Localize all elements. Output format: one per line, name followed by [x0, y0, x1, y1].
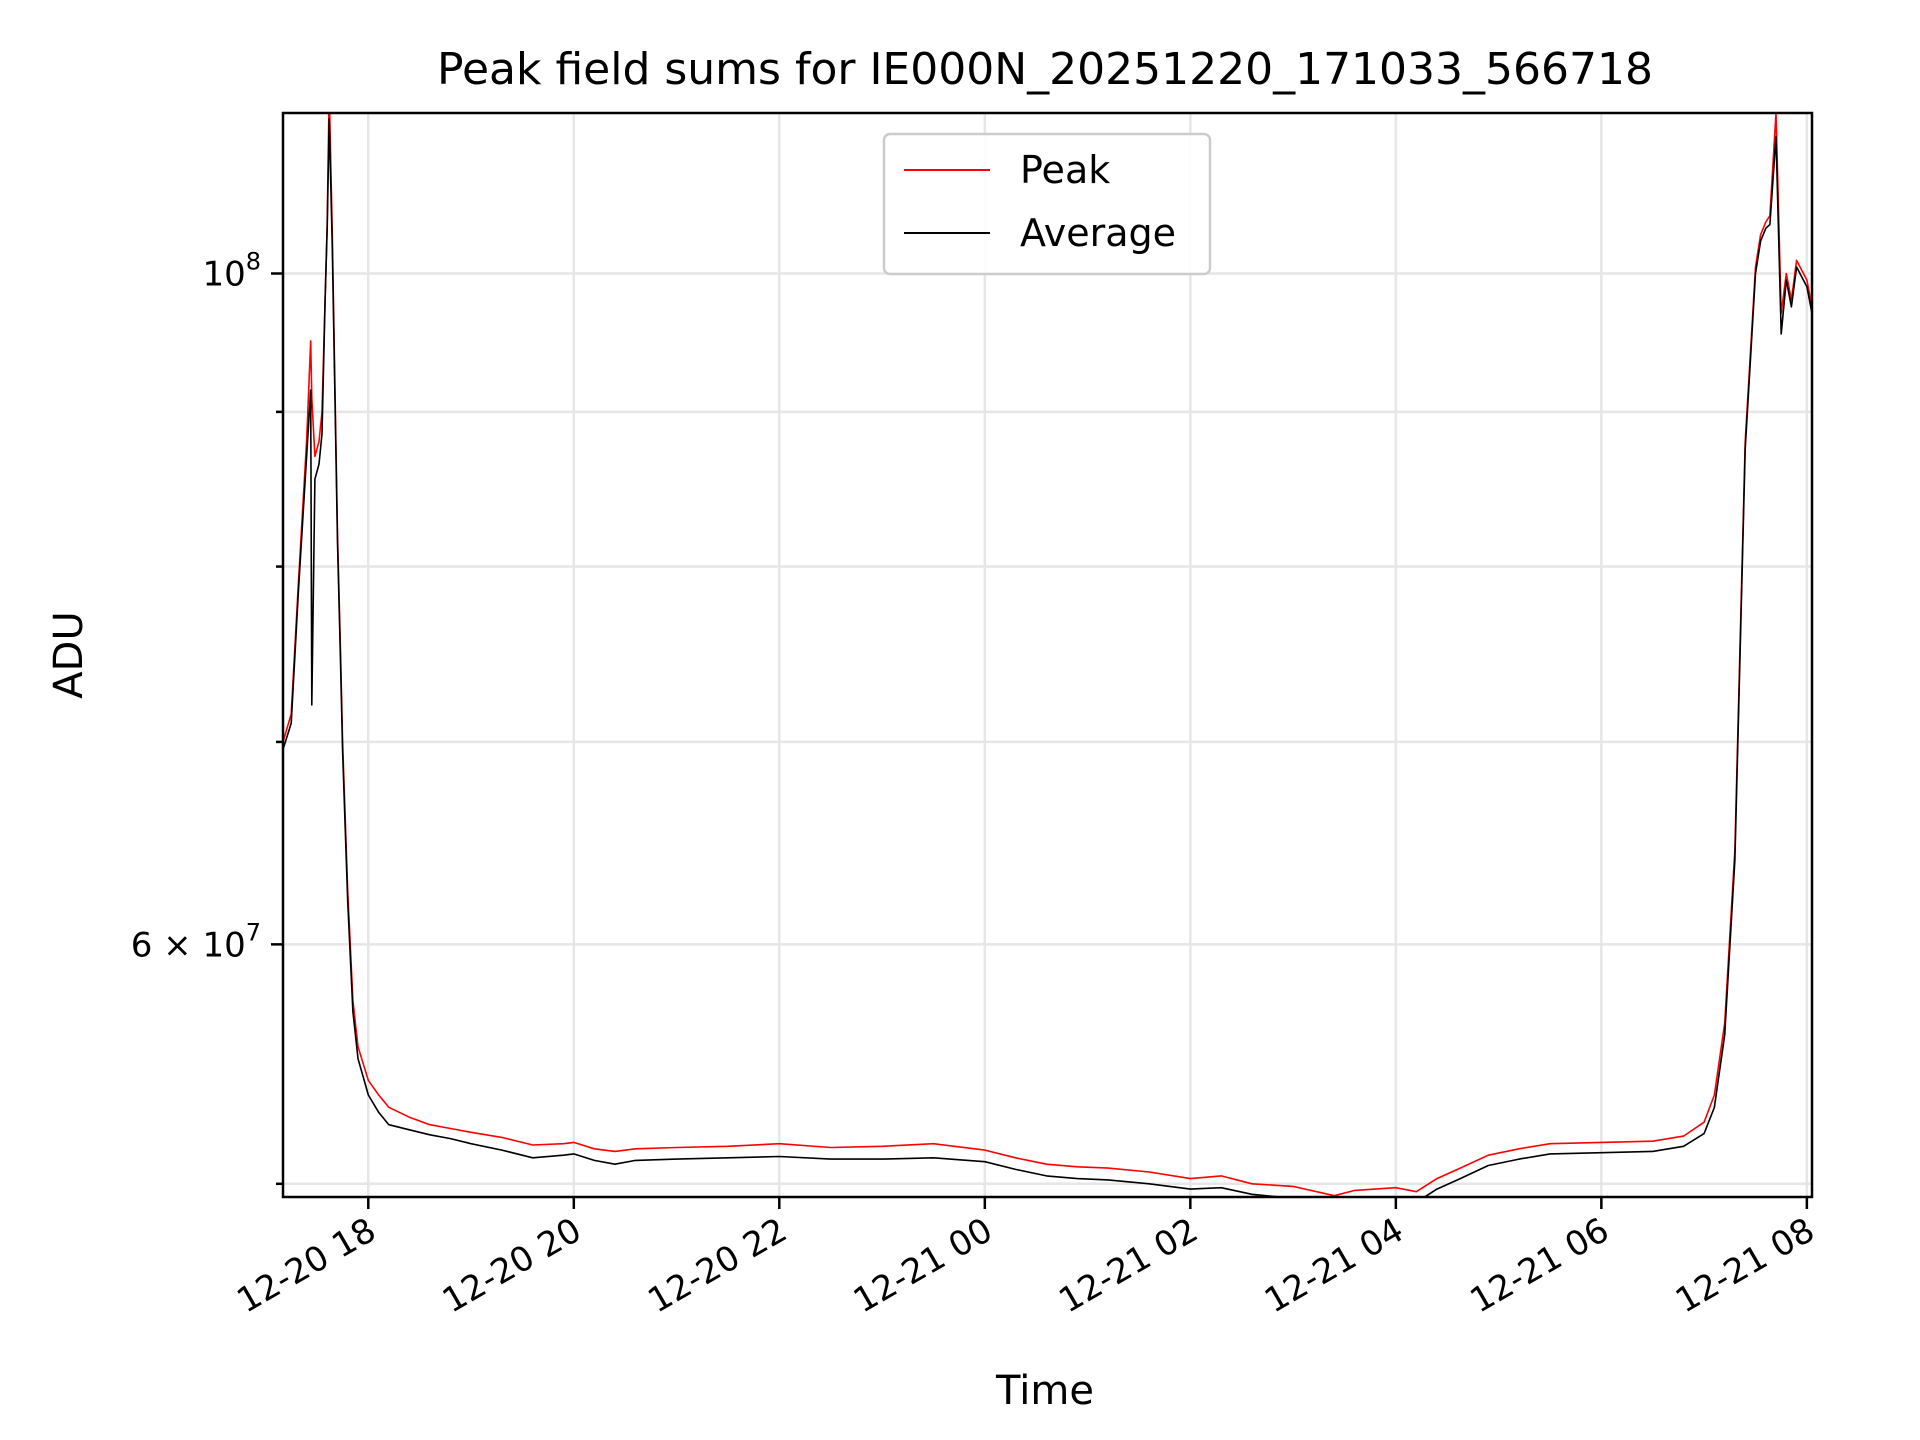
- chart-title: Peak field sums for IE000N_20251220_1710…: [437, 44, 1653, 95]
- x-tick-label: 12-21 06: [1463, 1210, 1615, 1321]
- tick-layer: 12-20 18 12-20 20 12-20 22 12-21 00 12-21 02…: [131, 248, 1822, 1322]
- plot-frame: [281, 111, 1814, 1199]
- x-tick-label: 12-21 08: [1669, 1210, 1821, 1321]
- x-tick-label: 12-20 22: [641, 1210, 793, 1321]
- grid-layer: [283, 113, 1812, 1197]
- y-tick-label: 108: [202, 248, 261, 295]
- x-tick-label: 12-20 20: [436, 1210, 588, 1321]
- y-tick-label: 6 × 107: [131, 918, 261, 965]
- series-layer: [283, 113, 1812, 1197]
- x-tick-label: 12-20 18: [230, 1210, 382, 1321]
- x-axis-label: Time: [995, 1368, 1094, 1414]
- series-line-average: [283, 118, 1812, 1197]
- legend-label-average: Average: [1020, 211, 1176, 255]
- x-tick-label: 12-21 04: [1258, 1210, 1410, 1321]
- y-axis-label: ADU: [46, 611, 92, 698]
- x-tick-label: 12-21 00: [847, 1210, 999, 1321]
- legend: Peak Average: [882, 132, 1212, 276]
- legend-label-peak: Peak: [1020, 148, 1110, 192]
- x-tick-label: 12-21 02: [1052, 1210, 1204, 1321]
